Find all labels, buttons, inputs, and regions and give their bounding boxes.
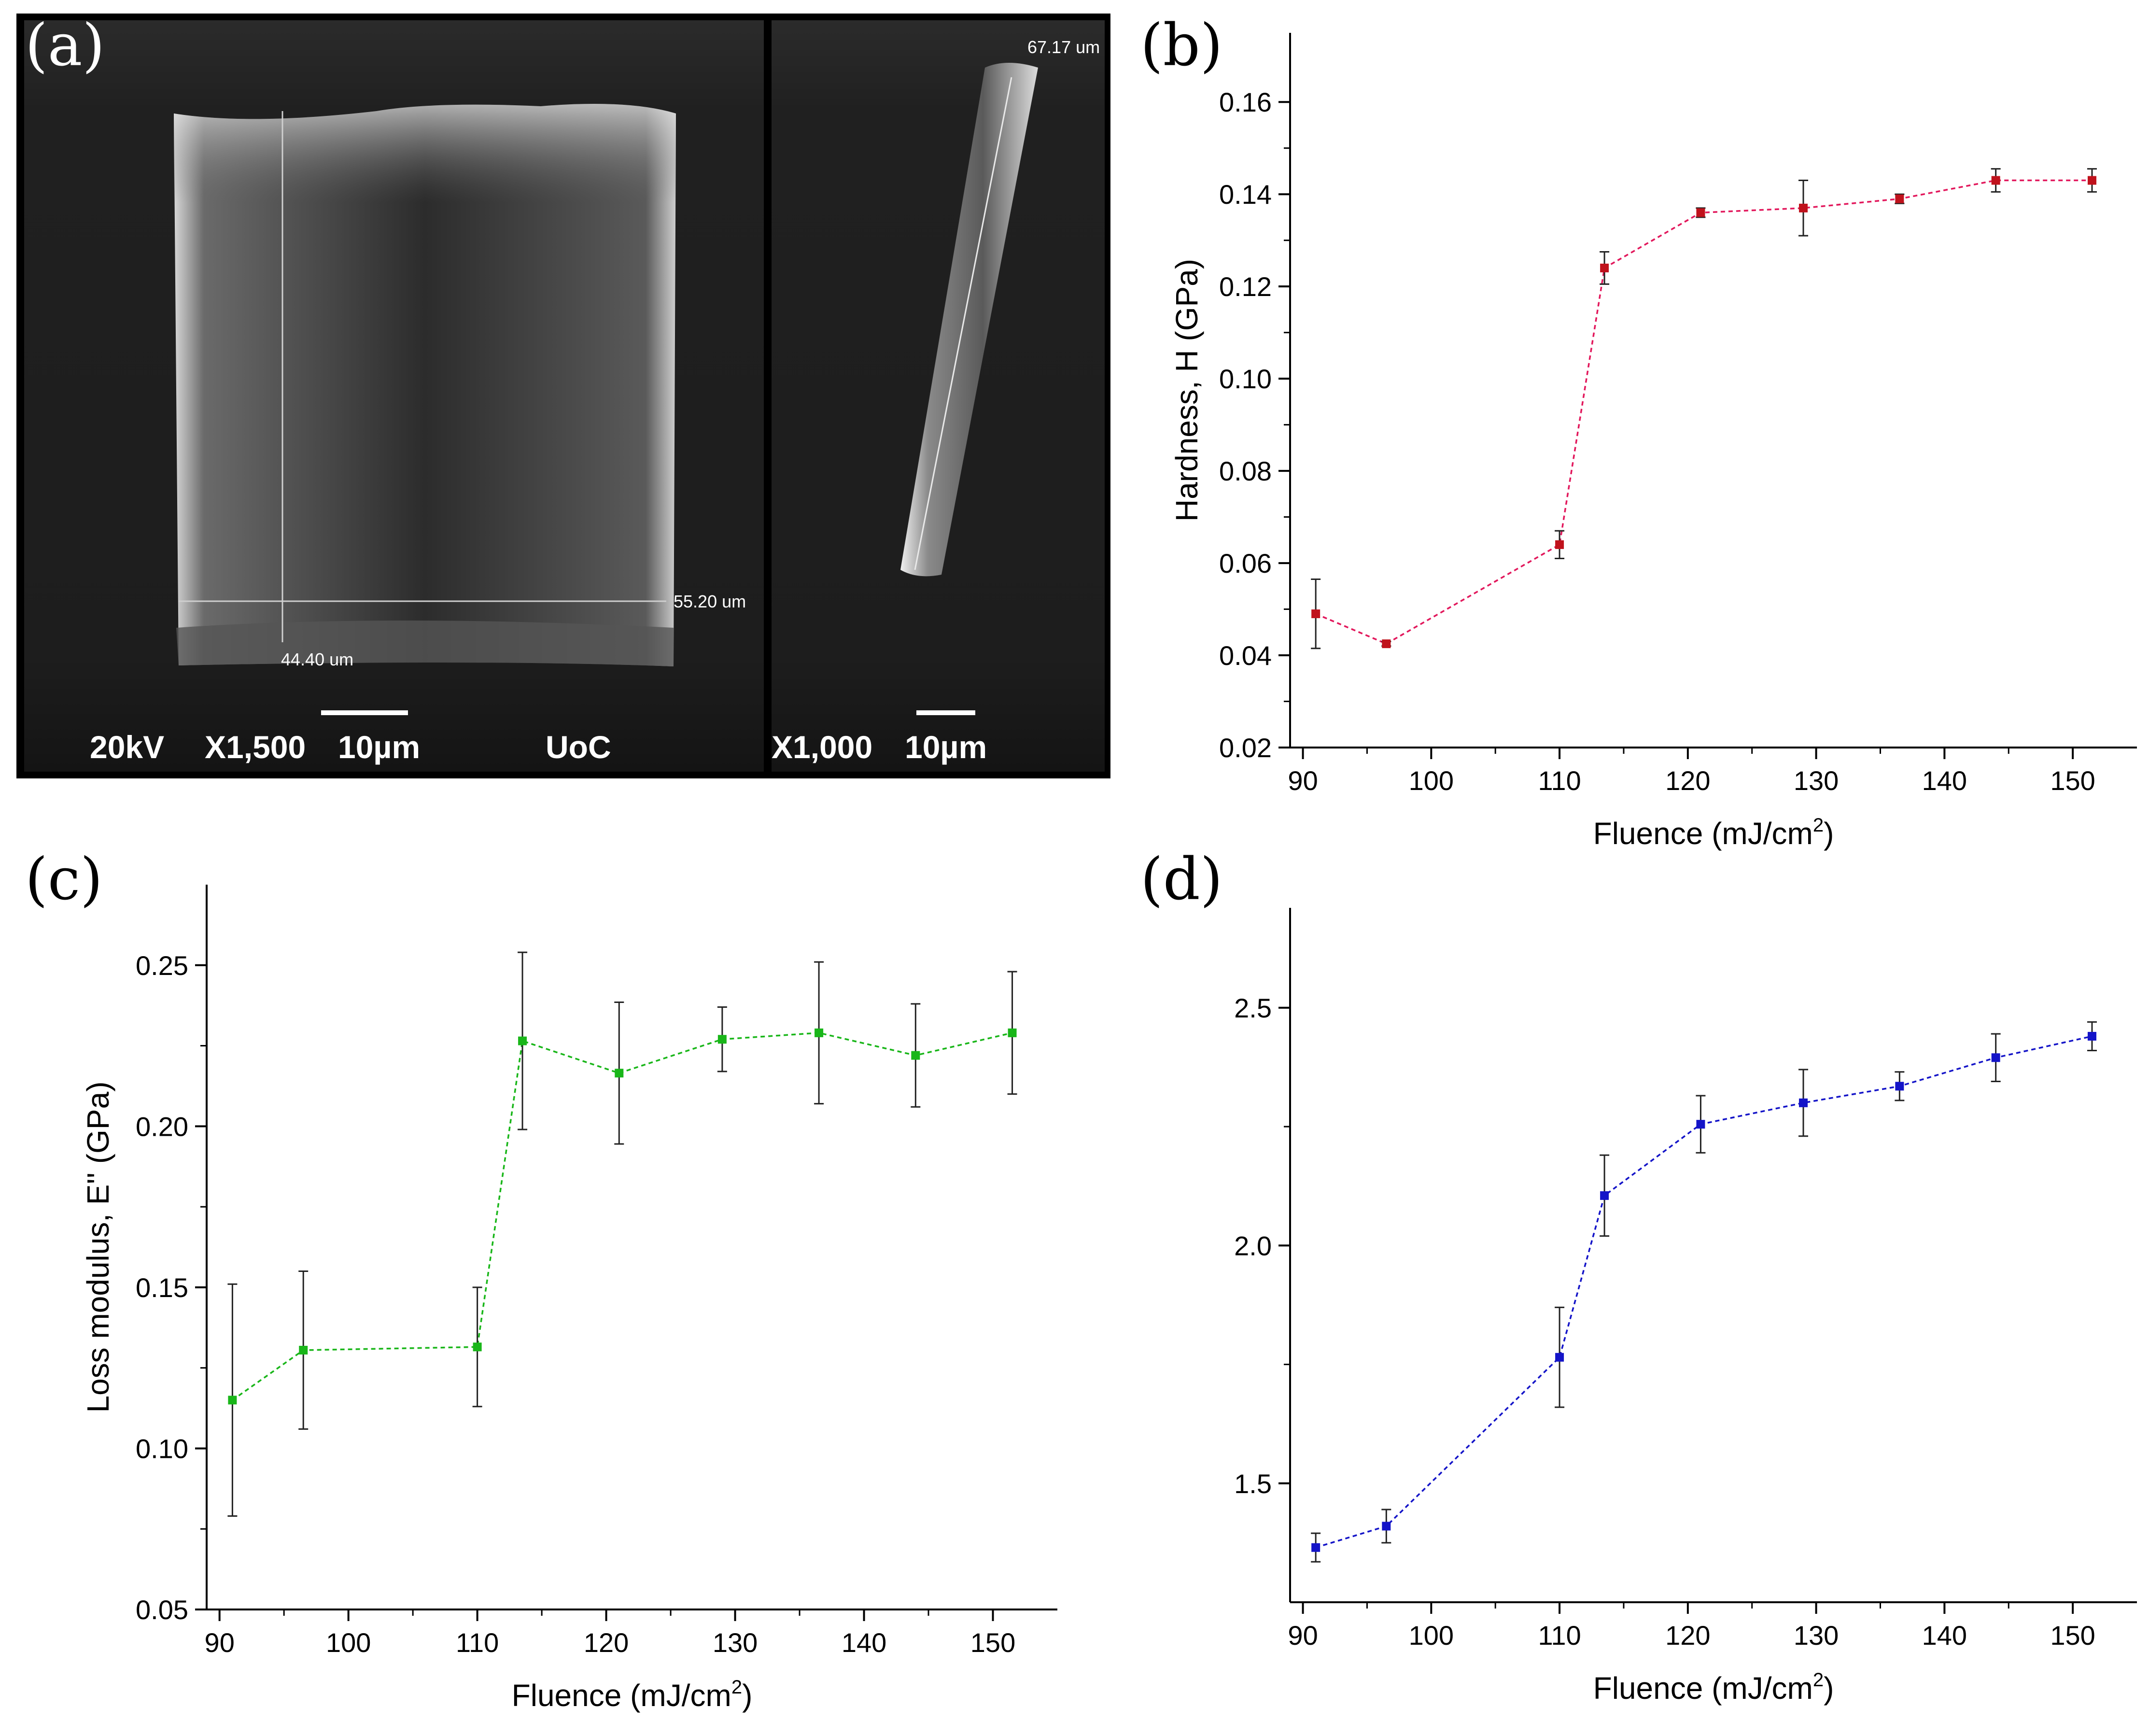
- sem-inst: UoC: [546, 729, 611, 765]
- panel-label-a: (a): [25, 12, 105, 79]
- data-point: [2087, 176, 2096, 185]
- sem-meas-height: 55.20 um: [674, 592, 746, 611]
- data-point: [228, 1396, 237, 1405]
- data-point: [1382, 1522, 1391, 1531]
- y-tick-label: 0.12: [1219, 271, 1272, 302]
- x-tick-label: 90: [205, 1627, 235, 1658]
- x-tick-label: 100: [1409, 765, 1454, 796]
- x-tick-label: 120: [584, 1627, 629, 1658]
- y-tick-label: 0.10: [136, 1433, 188, 1464]
- y-tick-label: 2.0: [1234, 1230, 1272, 1261]
- sem-meas-width: 44.40 um: [281, 649, 353, 669]
- data-point: [1991, 1053, 2000, 1062]
- data-point: [1008, 1028, 1017, 1037]
- chart-panel-d: 90 100 110 120 130 140 150 1.5 2.0 2.5 Fluence (mJ…: [1234, 908, 2137, 1706]
- sem-kv: 20kV: [90, 729, 164, 765]
- sem-pillar: [174, 104, 676, 666]
- x-tick-label: 150: [970, 1627, 1015, 1658]
- y-tick-label: 1.5: [1234, 1468, 1272, 1499]
- y-axis-label: Loss modulus, E'' (GPa): [81, 1081, 115, 1412]
- y-tick-label: 0.25: [136, 950, 188, 981]
- data-point: [1799, 203, 1808, 212]
- y-tick-label: 0.06: [1219, 548, 1272, 579]
- y-tick-label: 0.05: [136, 1595, 188, 1625]
- data-point: [1555, 1353, 1564, 1362]
- x-tick-label: 120: [1665, 765, 1710, 796]
- x-tick-label: 90: [1288, 1620, 1318, 1651]
- data-point: [518, 1036, 527, 1045]
- y-tick-label: 0.10: [1219, 364, 1272, 394]
- sem-meas-length: 67.17 um: [1027, 37, 1100, 57]
- data-point: [1311, 609, 1320, 619]
- data-point: [1555, 540, 1564, 549]
- sem-rod: [900, 63, 1038, 577]
- data-point: [1382, 639, 1391, 649]
- data-point: [473, 1342, 482, 1352]
- sem-mag-right: X1,000: [772, 729, 872, 765]
- y-tick-label: 0.15: [136, 1272, 188, 1303]
- x-tick-label: 140: [1922, 765, 1967, 796]
- x-tick-label: 130: [1794, 765, 1839, 796]
- y-axis-label: Hardness, H (GPa): [1169, 259, 1204, 522]
- x-tick-label: 110: [1538, 1620, 1581, 1651]
- x-axis-label: Fluence (mJ/cm2): [1593, 815, 1834, 851]
- x-axis-label: Fluence (mJ/cm2): [512, 1677, 753, 1713]
- x-axis-label: Fluence (mJ/cm2): [1593, 1669, 1834, 1706]
- y-tick-label: 2.5: [1234, 993, 1272, 1023]
- x-tick-label: 130: [713, 1627, 758, 1658]
- data-point: [911, 1051, 920, 1060]
- data-point: [1311, 1543, 1320, 1552]
- data-point: [2087, 1031, 2096, 1041]
- y-tick-label: 0.08: [1219, 456, 1272, 486]
- data-point: [815, 1028, 824, 1037]
- sem-scale-right: 10µm: [905, 729, 987, 765]
- y-tick-label: 0.04: [1219, 640, 1272, 671]
- x-tick-label: 100: [326, 1627, 371, 1658]
- x-tick-label: 110: [1538, 765, 1581, 796]
- x-tick-label: 150: [2050, 765, 2095, 796]
- data-point: [1696, 1120, 1705, 1129]
- data-point: [1895, 1082, 1904, 1091]
- x-tick-label: 90: [1288, 765, 1318, 796]
- data-point: [1799, 1098, 1808, 1107]
- data-point: [717, 1035, 727, 1044]
- x-tick-label: 140: [842, 1627, 886, 1658]
- panel-label-c: (c): [25, 846, 103, 913]
- y-tick-label: 0.02: [1219, 733, 1272, 763]
- sem-mag-left: X1,500: [205, 729, 306, 765]
- panel-label-b: (b): [1140, 12, 1222, 79]
- data-point: [299, 1345, 308, 1355]
- x-tick-label: 140: [1922, 1620, 1967, 1651]
- data-point: [1600, 1191, 1609, 1200]
- data-point: [1600, 263, 1609, 272]
- chart-hardness: 90 100 110 120 130 140 150 0.02 0.04 0.06 0.08 0.10…: [1169, 33, 2137, 851]
- panel-label-d: (d): [1140, 846, 1222, 913]
- panel-a-sem: 20kV X1,500 10µm UoC X1,000 10µm 44.40 u…: [16, 12, 1110, 778]
- x-tick-label: 130: [1794, 1620, 1839, 1651]
- chart-loss-modulus: 90 100 110 120 130 140 150 0.05 0.10 0.15 0.20 0.25…: [81, 885, 1057, 1713]
- x-tick-label: 120: [1665, 1620, 1710, 1651]
- data-point: [615, 1069, 624, 1078]
- x-tick-label: 110: [456, 1627, 499, 1658]
- y-tick-label: 0.16: [1219, 87, 1272, 117]
- x-tick-label: 150: [2050, 1620, 2095, 1651]
- data-point: [1696, 208, 1705, 217]
- y-tick-label: 0.14: [1219, 179, 1272, 210]
- series-line: [1315, 1035, 2093, 1549]
- sem-scale-left: 10µm: [338, 729, 420, 765]
- series-line: [232, 1032, 1012, 1401]
- data-point: [1991, 176, 2000, 185]
- series-line: [1315, 179, 2092, 645]
- y-tick-label: 0.20: [136, 1111, 188, 1142]
- x-tick-label: 100: [1409, 1620, 1454, 1651]
- data-point: [1895, 194, 1904, 203]
